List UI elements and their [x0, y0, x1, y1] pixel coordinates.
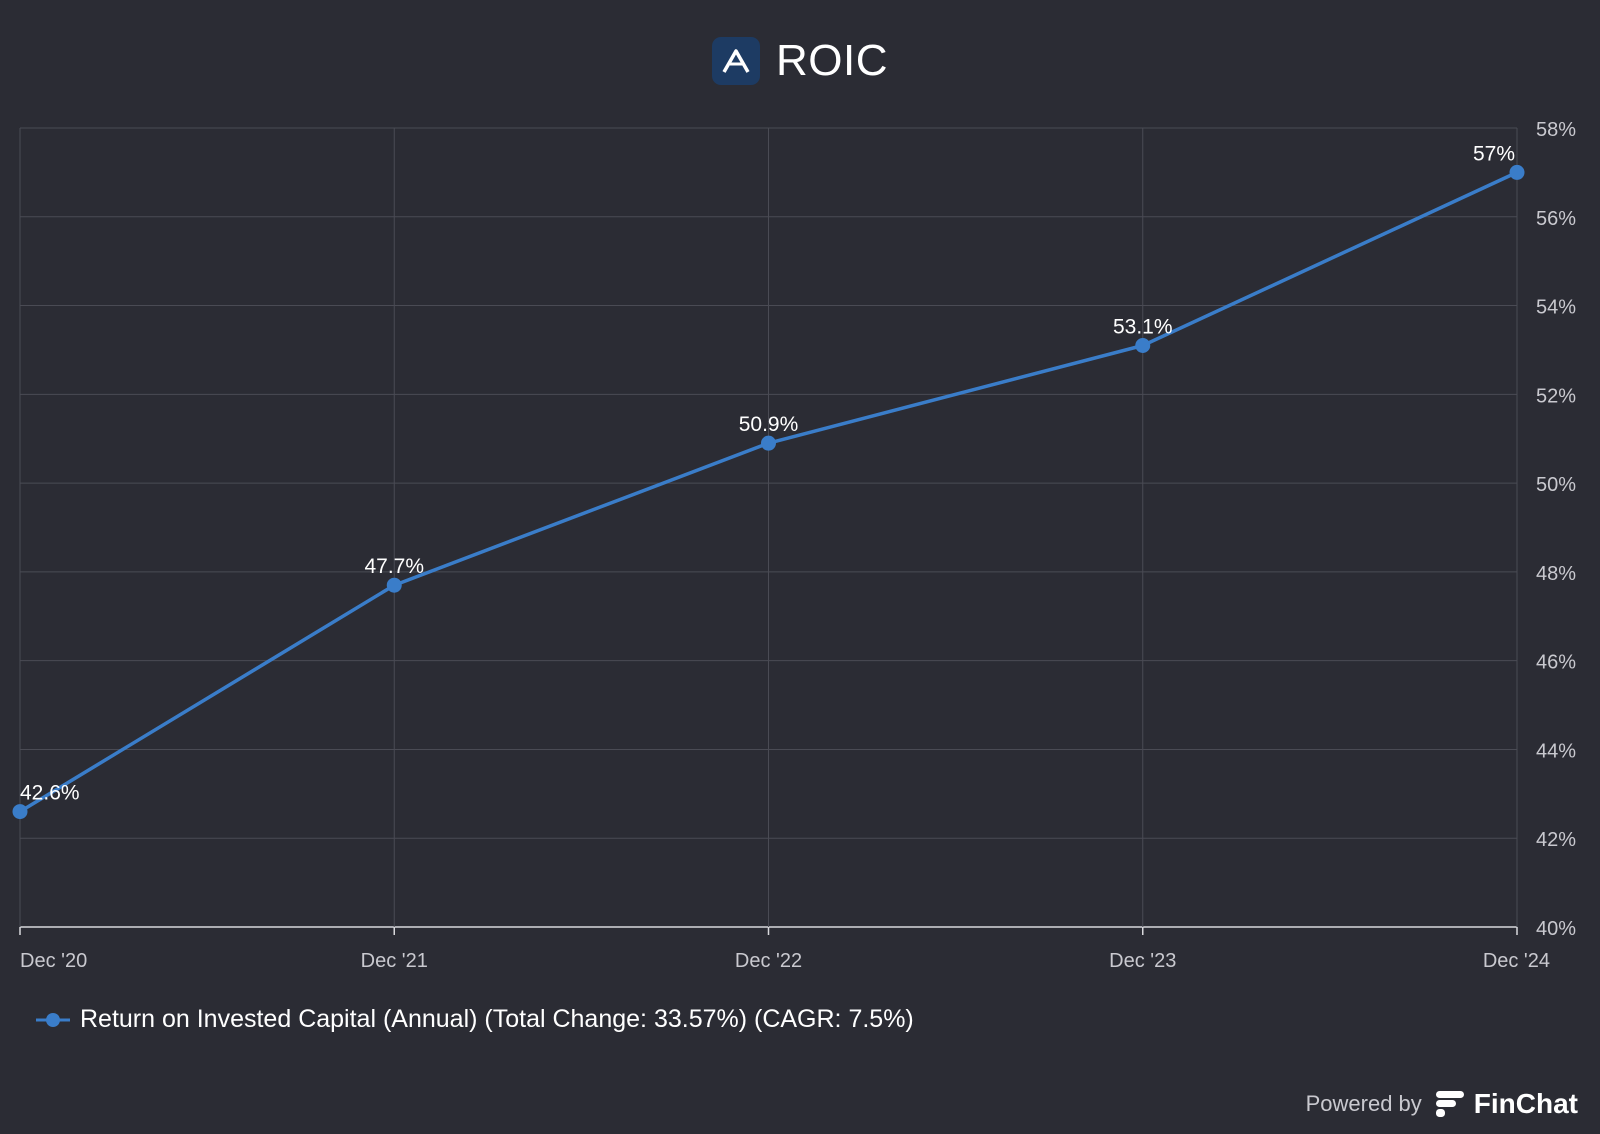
legend-marker-icon — [36, 1012, 70, 1027]
y-tick-label: 58% — [1536, 119, 1576, 141]
y-tick-label: 50% — [1536, 474, 1576, 496]
chart-title: ROIC — [776, 36, 888, 85]
y-tick-label: 48% — [1536, 563, 1576, 585]
chart-series: 42.6% 47.7% 50.9% 53.1% 57% — [12, 142, 1525, 820]
y-axis: 40% 42% 44% 46% 48% 50% 52% 54% 56% 58% — [1536, 119, 1576, 940]
x-tick-label: Dec '20 — [20, 950, 87, 972]
footer: Powered by FinChat — [1306, 1088, 1578, 1120]
chart-legend[interactable]: Return on Invested Capital (Annual) (Tot… — [36, 1005, 914, 1034]
powered-by-text: Powered by — [1305, 1091, 1422, 1116]
y-tick-label: 46% — [1536, 652, 1576, 674]
data-label: 57% — [1473, 142, 1515, 165]
data-point — [1509, 164, 1525, 180]
data-label: 53.1% — [1113, 316, 1173, 339]
data-label: 42.6% — [20, 782, 80, 805]
x-tick-label: Dec '24 — [1483, 950, 1550, 972]
x-axis: Dec '20 Dec '21 Dec '22 Dec '23 Dec '24 — [19, 927, 1550, 972]
data-point — [12, 804, 28, 820]
chart-grid — [19, 127, 1518, 928]
brand-name: FinChat — [1473, 1088, 1578, 1119]
y-tick-label: 54% — [1536, 297, 1576, 319]
x-tick-label: Dec '21 — [361, 950, 428, 972]
y-tick-label: 56% — [1536, 208, 1576, 230]
company-logo-icon — [712, 37, 760, 85]
brand-link[interactable]: FinChat — [1434, 1088, 1578, 1120]
finchat-logo-icon — [1435, 1091, 1464, 1117]
data-label: 50.9% — [739, 413, 799, 436]
data-point — [386, 577, 402, 593]
x-tick-label: Dec '23 — [1109, 950, 1176, 972]
chart-header: ROIC — [0, 36, 1600, 86]
data-point — [1135, 338, 1151, 354]
y-tick-label: 40% — [1536, 918, 1576, 940]
y-tick-label: 44% — [1536, 740, 1576, 762]
data-label: 47.7% — [364, 555, 424, 578]
x-tick-label: Dec '22 — [735, 950, 802, 972]
data-point — [761, 435, 776, 451]
legend-label: Return on Invested Capital (Annual) (Tot… — [80, 1005, 914, 1033]
y-tick-label: 42% — [1536, 829, 1576, 851]
y-tick-label: 52% — [1536, 385, 1576, 407]
